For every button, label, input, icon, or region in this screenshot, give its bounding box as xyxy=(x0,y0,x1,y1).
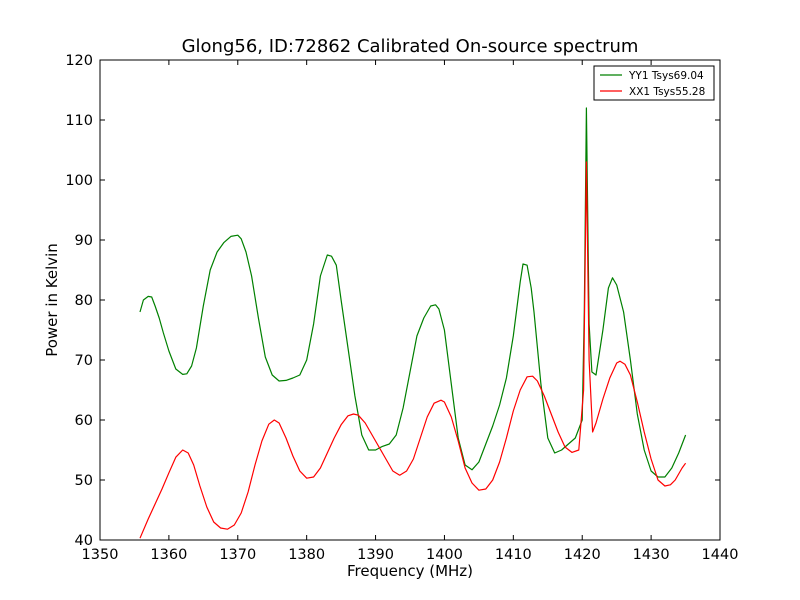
legend-label-1: YY1 Tsys69.04 xyxy=(628,70,704,82)
y-tick-label: 40 xyxy=(75,533,93,549)
axis-ticks: 1350 1360 1370 1380 1390 1400 1410 1420 1430 1440… xyxy=(65,53,738,563)
x-tick-label: 1390 xyxy=(357,547,394,563)
x-tick-label: 1430 xyxy=(633,547,670,563)
y-tick-label: 90 xyxy=(75,233,93,249)
chart-title: Glong56, ID:72862 Calibrated On-source s… xyxy=(182,36,639,57)
x-tick-label: 1410 xyxy=(495,547,532,563)
legend-label-2: XX1 Tsys55.28 xyxy=(629,86,705,98)
x-tick-label: 1350 xyxy=(82,547,119,563)
x-tick-label: 1420 xyxy=(564,547,601,563)
x-axis-label: Frequency (MHz) xyxy=(347,562,473,580)
y-tick-label: 50 xyxy=(75,473,93,489)
y-tick-label: 70 xyxy=(75,353,93,369)
y-tick-label: 80 xyxy=(75,293,93,309)
x-tick-label: 1440 xyxy=(702,547,739,563)
series-lines xyxy=(139,107,687,539)
plot-area xyxy=(99,59,721,541)
x-tick-label: 1360 xyxy=(150,547,187,563)
y-axis-label: Power in Kelvin xyxy=(43,243,61,357)
x-tick-label: 1400 xyxy=(426,547,463,563)
y-tick-label: 110 xyxy=(65,113,93,129)
x-tick-label: 1370 xyxy=(219,547,256,563)
legend: YY1 Tsys69.04 XX1 Tsys55.28 xyxy=(593,65,715,101)
y-tick-label: 120 xyxy=(65,53,93,69)
y-tick-label: 60 xyxy=(75,413,93,429)
series-line-1 xyxy=(139,107,687,478)
x-tick-label: 1380 xyxy=(288,547,325,563)
y-tick-label: 100 xyxy=(65,173,93,189)
legend-box xyxy=(593,65,715,101)
series-line-2 xyxy=(139,161,687,539)
